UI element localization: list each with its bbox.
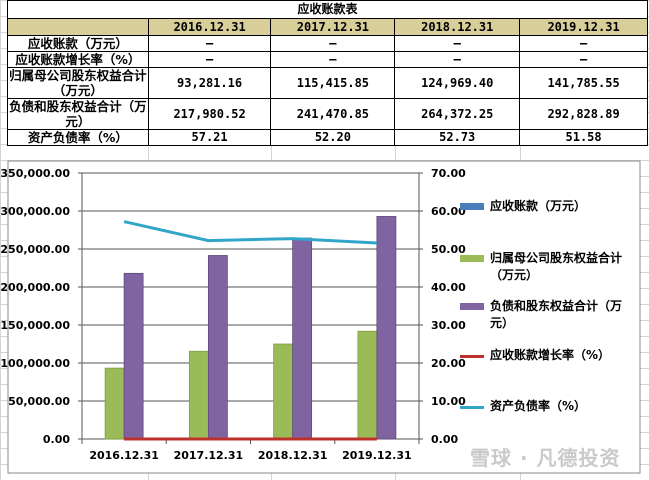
header-cell: 2017.12.31 [270,18,396,36]
header-cell [7,18,149,36]
y2-tick-label: 50.00 [431,243,466,256]
y2-tick-label: 0.00 [431,433,458,446]
bar-equity [104,367,125,440]
y-tick-label: 0.00 [43,433,70,446]
x-tick-label: 2016.12.31 [89,449,159,462]
legend-item: 资产负债率（%） [460,398,630,415]
cell[interactable]: 292,828.89 [519,98,648,130]
y-tick-label: 350,000.00 [0,167,70,180]
header-cell: 2016.12.31 [147,18,272,36]
legend-label: 归属母公司股东权益合计（万元） [490,251,623,282]
table-row: 归属母公司股东权益合计（万元） 93,281.16 115,415.85 124… [7,67,648,99]
header-cell: 2019.12.31 [519,18,648,36]
legend-swatch [460,355,484,358]
table-row: 资产负债率（%） 57.21 52.20 52.73 51.58 [7,129,648,146]
y-tick-label: 250,000.00 [0,243,70,256]
y-tick-label: 150,000.00 [0,319,70,332]
header-row: 2016.12.31 2017.12.31 2018.12.31 2019.12… [7,18,648,36]
legend-swatch [460,303,484,310]
row-label: 应收账款增长率（%） [7,51,149,68]
line-debt-ratio [123,220,377,245]
legend-item: 负债和股东权益合计（万元） [460,298,630,332]
cell[interactable]: 51.58 [519,129,648,146]
table-row: 负债和股东权益合计（万元） 217,980.52 241,470.85 264,… [7,98,648,130]
y2-tick-label: 10.00 [431,395,466,408]
cell[interactable]: 241,470.85 [270,98,396,130]
bar-total-liabilities-equity [207,255,228,440]
y2-tick-label: 20.00 [431,357,466,370]
row-label: 负债和股东权益合计（万元） [7,98,149,130]
y-tick-label: 50,000.00 [8,395,70,408]
header-cell: 2018.12.31 [394,18,521,36]
table-row: 应收账款（万元） – – – – [7,35,648,52]
x-tick-label: 2019.12.31 [342,449,412,462]
bar-total-liabilities-equity [292,237,313,440]
legend-label: 资产负债率（%） [490,399,587,413]
y2-tick-label: 70.00 [431,167,466,180]
x-tick-label: 2018.12.31 [258,449,328,462]
cell[interactable]: 264,372.25 [394,98,521,130]
cell[interactable]: 124,969.40 [394,67,521,99]
y-tick-label: 100,000.00 [0,357,70,370]
cell[interactable]: 52.73 [394,129,521,146]
legend-item: 应收账款增长率（%） [460,347,630,364]
bar-equity [357,330,378,440]
legend-item: 应收账款（万元） [460,198,630,215]
y2-tick-label: 30.00 [431,319,466,332]
row-label: 应收账款（万元） [7,35,149,52]
legend-label: 应收账款增长率（%） [490,348,611,362]
legend-swatch [460,203,484,210]
row-label: 资产负债率（%） [7,129,149,146]
table-row: 应收账款增长率（%） – – – – [7,51,648,68]
y-tick-label: 300,000.00 [0,205,70,218]
y2-tick-label: 40.00 [431,281,466,294]
legend-item: 归属母公司股东权益合计（万元） [460,250,630,284]
y-tick-label: 200,000.00 [0,281,70,294]
bar-equity [188,350,209,440]
cell[interactable]: 217,980.52 [147,98,272,130]
cell[interactable]: 52.20 [270,129,396,146]
cell[interactable]: 115,415.85 [270,67,396,99]
legend-label: 负债和股东权益合计（万元） [490,299,623,330]
legend-label: 应收账款（万元） [490,199,587,213]
bar-total-liabilities-equity [123,272,144,440]
y2-tick-label: 60.00 [431,205,466,218]
legend-swatch [460,406,484,409]
cell[interactable]: 57.21 [147,129,272,146]
bar-equity [273,343,294,440]
bar-total-liabilities-equity [376,216,397,440]
watermark: 雪球 · 凡德投资 [470,446,621,470]
receivables-table: 应收账款表 2016.12.31 2017.12.31 2018.12.31 2… [7,0,648,146]
legend-swatch [460,255,484,262]
x-tick-label: 2017.12.31 [174,449,244,462]
row-label: 归属母公司股东权益合计（万元） [7,67,149,99]
